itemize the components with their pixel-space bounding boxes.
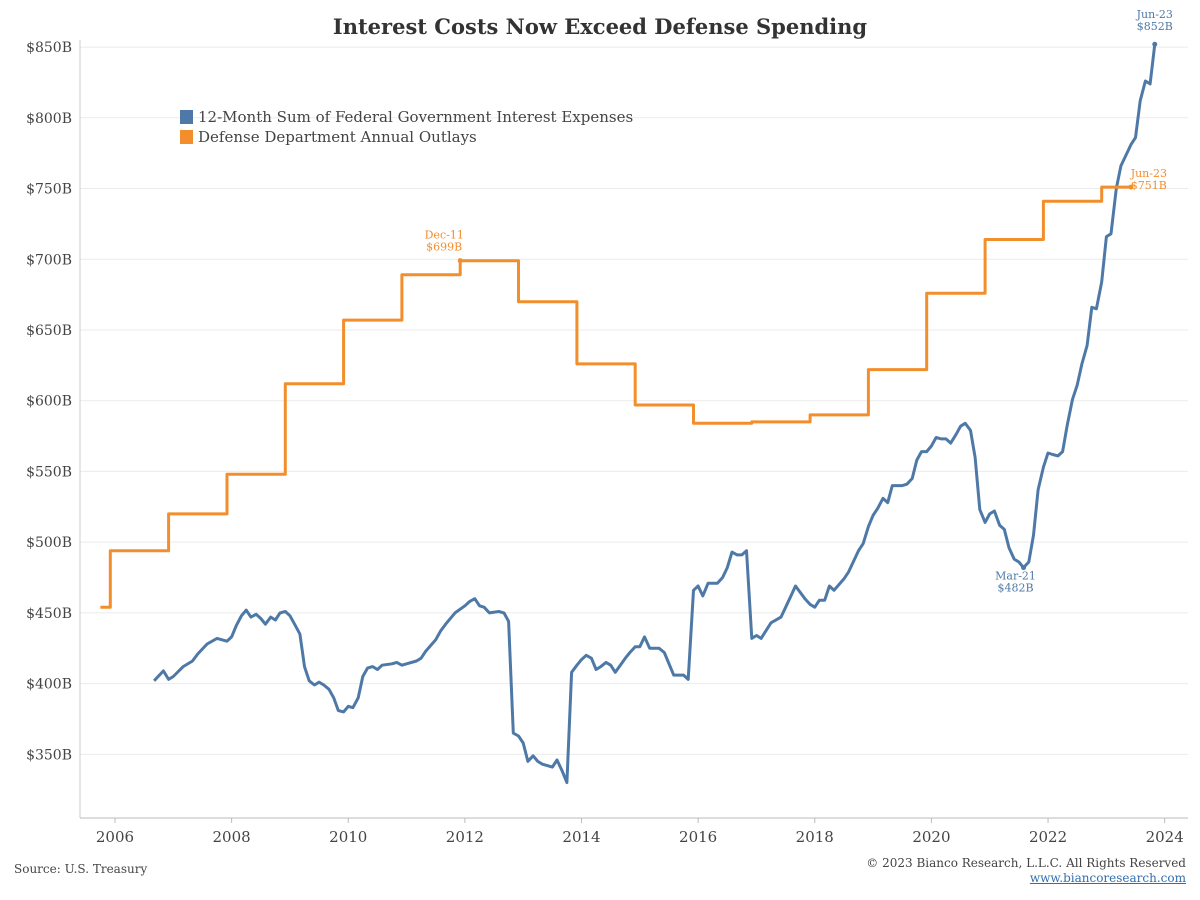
legend-label: Defense Department Annual Outlays [198,128,477,146]
x-tick-label: 2020 [912,828,950,846]
legend-label: 12-Month Sum of Federal Government Inter… [198,108,633,126]
annotation-date: Jun-23 [1130,167,1167,180]
x-tick-label: 2022 [1029,828,1067,846]
annotation-date: Dec-11 [425,229,464,242]
x-tick-label: 2024 [1146,828,1184,846]
x-tick-label: 2014 [562,828,600,846]
annotation-value: $852B [1137,20,1173,33]
y-tick-label: $650B [26,323,72,339]
y-tick-label: $450B [26,606,72,622]
y-tick-label: $750B [26,182,72,198]
legend-swatch [180,110,193,124]
x-tick-label: 2010 [329,828,367,846]
y-tick-label: $850B [26,40,72,56]
annotation-point [457,258,463,264]
chart-title: Interest Costs Now Exceed Defense Spendi… [332,14,868,39]
x-tick-label: 2008 [213,828,251,846]
legend-swatch [180,130,193,144]
annotation-date: Mar-21 [995,570,1036,583]
x-tick-label: 2012 [446,828,484,846]
copyright-note: © 2023 Bianco Research, L.L.C. All Right… [866,856,1186,870]
annotation-point [1128,184,1134,190]
series-line-interest-expenses [153,44,1157,785]
x-tick-label: 2016 [679,828,717,846]
y-tick-label: $800B [26,111,72,127]
annotation-value: $699B [426,241,462,254]
annotation-point [1152,41,1158,47]
x-tick-label: 2006 [96,828,134,846]
annotation-date: Jun-23 [1136,8,1173,21]
y-tick-label: $700B [26,252,72,268]
y-tick-label: $350B [26,747,72,763]
series-line-defense-outlays [100,185,1131,609]
website-link[interactable]: www.biancoresearch.com [1029,871,1186,885]
annotation-point [1021,565,1027,571]
y-tick-label: $600B [26,394,72,410]
y-tick-label: $500B [26,535,72,551]
source-note: Source: U.S. Treasury [14,862,148,876]
annotation-value: $751B [1131,179,1167,192]
y-tick-label: $400B [26,677,72,693]
y-tick-label: $550B [26,464,72,480]
annotation-value: $482B [998,582,1034,595]
x-tick-label: 2018 [796,828,834,846]
